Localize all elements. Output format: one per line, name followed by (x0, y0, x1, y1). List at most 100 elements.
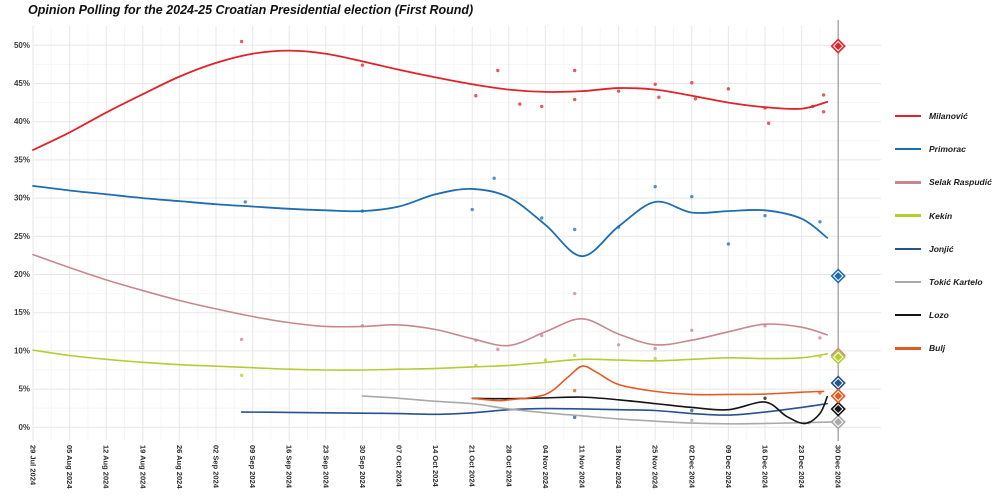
poll-point (616, 343, 621, 347)
y-axis-labels: 0% 5% 10% 15% 20% 25% 30% 35% 40% 45% 50% (14, 41, 30, 432)
y-tick-label: 35% (14, 155, 30, 164)
x-tick-label: 25 Nov 2024 (651, 445, 660, 489)
poll-point (518, 102, 522, 106)
x-tick-label: 28 Oct 2024 (504, 445, 513, 488)
poll-point (653, 356, 657, 361)
trend-line-primorac (32, 184, 829, 258)
legend-item-kekin: Kekin (895, 209, 952, 223)
x-tick-label: 16 Dec 2024 (761, 445, 770, 489)
legend-swatch-jonjic (895, 247, 921, 250)
x-tick-label: 04 Nov 2024 (541, 445, 550, 489)
poll-points-milanovic (239, 39, 826, 125)
legend-label-bulj: Bulj (929, 343, 946, 354)
result-marker-primorac (830, 268, 846, 284)
poll-point (239, 337, 244, 342)
poll-point (572, 97, 577, 102)
legend-label-selak-raspudic: Selak Raspudić (929, 177, 992, 188)
poll-point (818, 220, 822, 224)
poll-point (496, 68, 500, 73)
trend-line-kekin (32, 349, 829, 371)
legend-swatch-bulj (895, 347, 921, 350)
x-tick-label: 02 Dec 2024 (687, 445, 696, 489)
trend-line-milanovic (32, 49, 829, 151)
poll-point (474, 94, 478, 98)
poll-point (653, 346, 657, 351)
y-tick-label: 10% (14, 346, 30, 355)
poll-point (690, 418, 694, 423)
result-marker-milanovic (830, 38, 846, 54)
poll-point (653, 82, 657, 86)
legend-label-jonjic: Jonjić (929, 243, 954, 254)
poll-point (540, 333, 544, 338)
y-tick-label: 45% (14, 79, 30, 88)
x-tick-label: 23 Dec 2024 (797, 445, 806, 489)
legend-label-primorac: Primorac (929, 144, 966, 155)
poll-point (818, 336, 822, 340)
result-marker-tokic-kartelo (830, 414, 846, 430)
result-marker-kekin (830, 349, 846, 365)
x-tick-label: 12 Aug 2024 (102, 445, 111, 489)
x-tick-label: 19 Aug 2024 (138, 445, 147, 489)
legend-item-bulj: Bulj (895, 341, 945, 355)
poll-point (726, 87, 731, 91)
legend-swatch-kekin (895, 214, 921, 217)
poll-point (690, 408, 694, 413)
poll-points-lozo (763, 396, 767, 400)
x-tick-label: 21 Oct 2024 (468, 445, 477, 488)
legend-item-primorac: Primorac (895, 142, 966, 156)
poll-point (821, 93, 826, 97)
chart-title: Opinion Polling for the 2024-25 Croatian… (28, 3, 474, 17)
poll-point (693, 97, 698, 101)
gridlines (32, 26, 881, 441)
poll-point (572, 415, 577, 420)
x-tick-label: 29 Jul 2024 (29, 445, 38, 486)
result-marker-jonjic (830, 375, 846, 391)
x-tick-label: 09 Dec 2024 (724, 445, 733, 489)
legend-item-jonjic: Jonjić (895, 242, 954, 256)
poll-point (572, 68, 577, 73)
legend-label-kekin: Kekin (929, 210, 953, 221)
y-tick-label: 40% (14, 117, 30, 126)
poll-point (690, 328, 694, 332)
x-axis-labels: 29 Jul 2024 05 Aug 2024 12 Aug 2024 19 Aug … (29, 445, 843, 489)
x-tick-label: 11 Nov 2024 (578, 445, 587, 489)
result-marker-bulj (830, 388, 846, 404)
trend-line-bulj (471, 365, 825, 402)
trend-line-lozo (471, 395, 829, 425)
poll-point (572, 388, 577, 393)
x-tick-label: 30 Sep 2024 (358, 445, 367, 489)
poll-point (543, 358, 548, 362)
poll-point (470, 207, 474, 212)
legend-label-milanovic: Milanović (929, 111, 968, 121)
poll-point (763, 213, 767, 218)
poll-points-kekin (239, 353, 822, 378)
x-tick-label: 09 Sep 2024 (248, 445, 257, 489)
poll-point (496, 347, 500, 352)
x-tick-label: 02 Sep 2024 (212, 445, 221, 489)
y-tick-label: 5% (18, 385, 30, 394)
legend-item-tokic-kartelo: Tokić Kartelo (895, 275, 983, 289)
legend-label-tokic-kartelo: Tokić Kartelo (929, 277, 983, 287)
trend-line-selak-raspudic (32, 253, 829, 347)
poll-point (572, 227, 577, 232)
poll-point (690, 194, 694, 199)
poll-point (653, 184, 657, 189)
poll-points-jonjic (572, 408, 694, 420)
poll-point (492, 176, 496, 180)
x-tick-label: 26 Aug 2024 (175, 445, 184, 489)
y-tick-label: 0% (18, 423, 30, 432)
poll-point (690, 81, 694, 85)
x-tick-label: 23 Sep 2024 (321, 445, 330, 489)
poll-point (360, 63, 365, 67)
poll-point (239, 39, 244, 44)
poll-point (540, 104, 544, 109)
poll-point (763, 396, 767, 400)
election-result-markers (830, 38, 846, 430)
poll-point (657, 95, 661, 99)
legend-swatch-milanovic (895, 114, 921, 118)
poll-point (572, 291, 577, 296)
legend-swatch-primorac (895, 147, 921, 151)
chart-legend: Milanović Primorac Selak Raspudić Kekin Jonj… (893, 0, 1000, 500)
